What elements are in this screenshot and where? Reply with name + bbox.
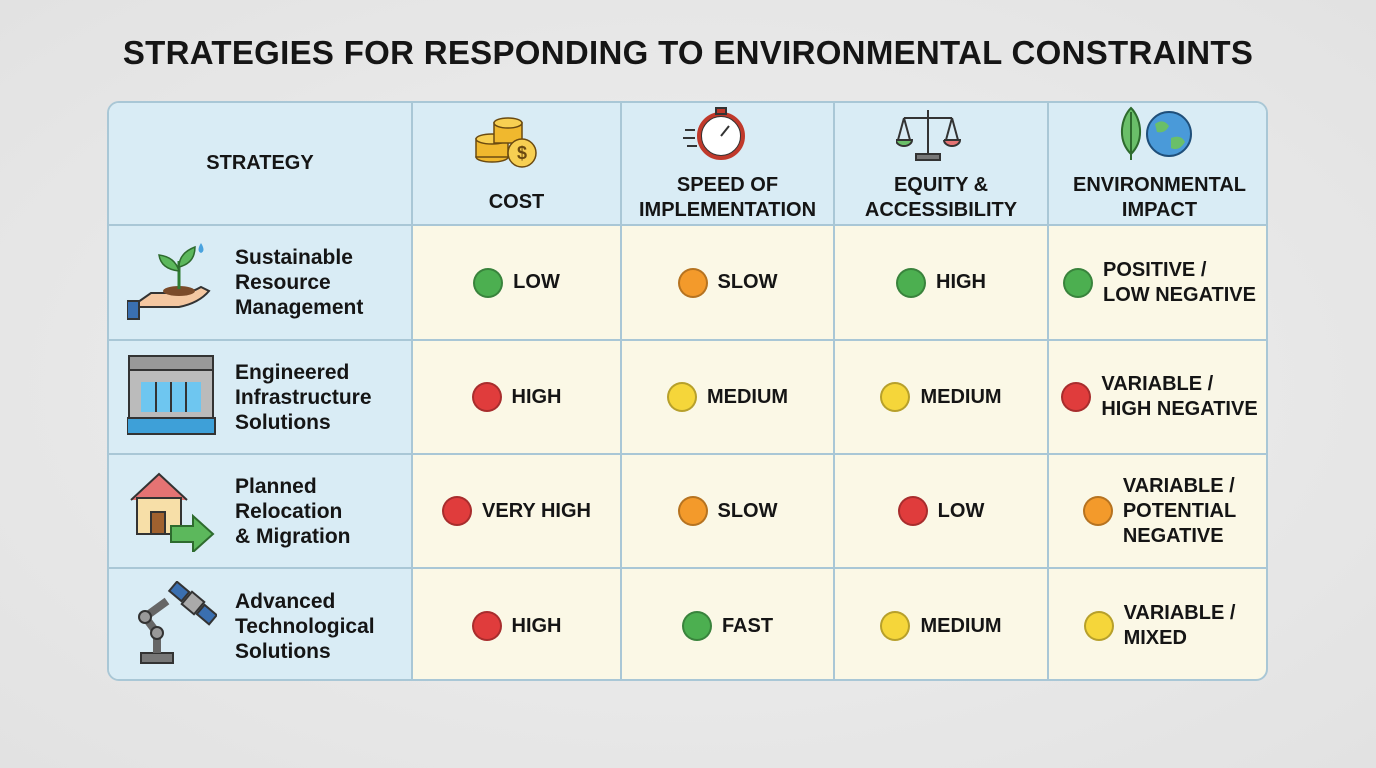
rating-cell: POSITIVE / LOW NEGATIVE <box>1049 226 1266 341</box>
strategy-cell: Advanced Technological Solutions <box>109 569 413 679</box>
rating-text: MEDIUM <box>706 385 789 408</box>
rating-cell: MEDIUM <box>835 341 1049 455</box>
status-dot <box>1063 267 1094 298</box>
rating-cell: VARIABLE / MIXED <box>1049 569 1266 679</box>
header-cell: $ COST <box>413 103 622 226</box>
status-dot <box>442 496 473 526</box>
status-dot <box>473 267 504 298</box>
status-dot <box>896 267 926 298</box>
status-dot <box>681 611 712 641</box>
rating-text: SLOW <box>717 271 778 293</box>
rating-cell: FAST <box>622 569 835 679</box>
rating-cell: SLOW <box>622 455 835 569</box>
status-dot <box>880 611 911 641</box>
status-dot <box>1083 611 1114 641</box>
icon-graphic <box>682 107 745 160</box>
rating-text: LOW <box>513 271 560 293</box>
icon <box>127 579 219 672</box>
header-cell: SPEED OF IMPLEMENTATION <box>622 103 835 226</box>
rating-text: HIGH <box>511 385 562 408</box>
rating-cell: LOW <box>835 455 1049 569</box>
rating-text: POSITIVE / LOW NEGATIVE <box>1103 258 1256 306</box>
header-text: STRATEGY <box>206 152 314 174</box>
rating-text: HIGH <box>936 271 986 293</box>
header-text: ENVIRONMENTAL IMPACT <box>1073 174 1246 221</box>
icon-graphic <box>130 472 215 554</box>
icon <box>126 352 217 443</box>
strategy-label: Engineered Infrastructure Solutions <box>235 360 372 434</box>
rating-cell: LOW <box>413 226 622 341</box>
rating-text: VARIABLE / POTENTIAL NEGATIVE <box>1122 474 1237 547</box>
rating-text: MEDIUM <box>920 385 1002 408</box>
header-cell: EQUITY & ACCESSIBILITY <box>835 103 1049 226</box>
strategy-label: Planned Relocation & Migration <box>235 474 351 548</box>
rating-cell: HIGH <box>835 226 1049 341</box>
rating-cell: HIGH <box>413 341 622 455</box>
status-dot <box>471 382 502 412</box>
rating-text: FAST <box>721 614 774 637</box>
header-text: COST <box>488 190 545 213</box>
rating-cell: HIGH <box>413 569 622 679</box>
status-dot <box>666 382 697 412</box>
strategy-cell: Sustainable Resource Management <box>109 226 413 341</box>
rating-text: LOW <box>937 499 985 522</box>
icon-graphic <box>1120 106 1192 160</box>
status-dot <box>880 382 911 412</box>
table: STRATEGY $ COST SPEED OF IMPLEMENTATION EQUI… <box>107 101 1268 681</box>
rating-text: SLOW <box>717 499 778 522</box>
rating-cell: MEDIUM <box>835 569 1049 679</box>
strategy-label: Sustainable Resource Management <box>235 246 364 319</box>
rating-cell: VARIABLE / POTENTIAL NEGATIVE <box>1049 455 1266 569</box>
header-text: SPEED OF IMPLEMENTATION <box>638 174 817 221</box>
icon-graphic <box>126 354 216 435</box>
status-dot <box>677 496 708 526</box>
strategy-cell: Planned Relocation & Migration <box>109 455 413 569</box>
header-cell: STRATEGY <box>109 103 413 226</box>
icon <box>126 237 217 328</box>
status-dot <box>471 611 502 641</box>
icon <box>895 104 986 167</box>
icon-graphic: $ <box>474 116 537 168</box>
rating-cell: MEDIUM <box>622 341 835 455</box>
rating-text: VARIABLE / HIGH NEGATIVE <box>1101 373 1258 420</box>
icon <box>682 104 773 167</box>
status-dot <box>897 496 928 526</box>
icon: $ <box>472 113 562 176</box>
rating-text: HIGH <box>511 614 562 637</box>
rating-cell: VARIABLE / HIGH NEGATIVE <box>1049 341 1266 455</box>
rating-text: MEDIUM <box>920 614 1002 637</box>
strategy-cell: Engineered Infrastructure Solutions <box>109 341 413 455</box>
icon-graphic <box>895 110 962 161</box>
icon-graphic <box>138 579 219 664</box>
strategy-label: Advanced Technological Solutions <box>235 589 375 663</box>
svg-text:$: $ <box>516 143 526 163</box>
status-dot <box>1061 382 1092 412</box>
icon <box>1115 104 1205 167</box>
rating-cell: SLOW <box>622 226 835 341</box>
icon-graphic <box>126 243 211 320</box>
header-text: EQUITY & ACCESSIBILITY <box>864 174 1018 221</box>
header-cell: ENVIRONMENTAL IMPACT <box>1049 103 1266 226</box>
status-dot <box>1082 496 1113 526</box>
rating-text: VERY HIGH <box>482 499 591 522</box>
rating-text: VARIABLE / MIXED <box>1123 602 1236 649</box>
rating-cell: VERY HIGH <box>413 455 622 569</box>
title: STRATEGIES FOR RESPONDING TO ENVIRONMENT… <box>122 34 1254 71</box>
status-dot <box>677 267 708 298</box>
icon <box>127 466 217 557</box>
